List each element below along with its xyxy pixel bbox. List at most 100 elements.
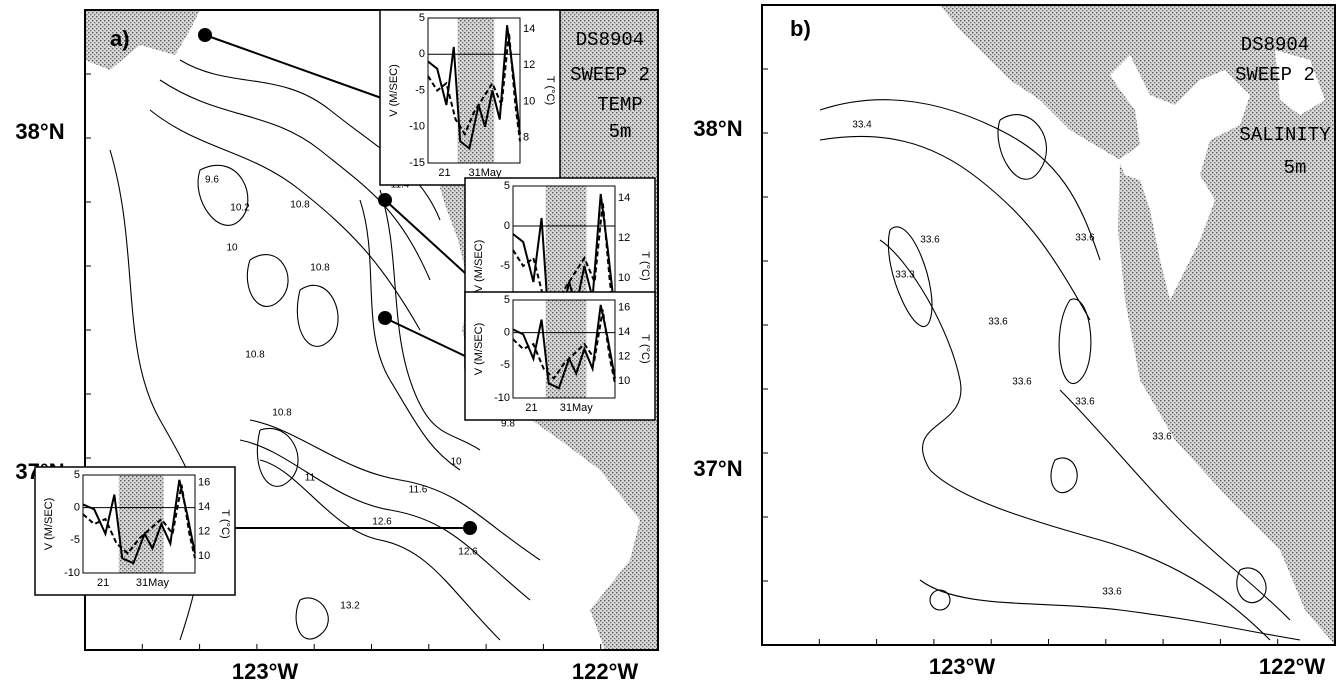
inset-y-label: V (M/SEC) [43,498,55,551]
inset-axes [82,474,196,574]
longitude-label: 123°W [929,654,996,679]
inset-axes [512,299,616,399]
inset-left-tick: 5 [504,294,510,306]
contour-label: 33.6 [1075,397,1095,408]
contours [819,99,1301,641]
inset-left-tick: -5 [500,359,510,371]
station-marker [378,193,392,207]
inset-left-tick: 0 [419,48,425,60]
inset-right-tick: 12 [618,350,630,362]
inset-right-tick: 12 [523,59,535,71]
inset-left-tick: 0 [504,327,510,339]
contour-label: 33.4 [852,120,872,131]
contour-label: 33.6 [1075,233,1095,244]
inset-plot: 5 0 -5 -10 -15 14 12 10 8 21 31May V (M/SEC) T (°C) [379,9,561,186]
contour-label: 33.6 [1152,432,1172,443]
contour-label: 11.6 [409,485,428,496]
inset-left-tick: -5 [500,260,510,272]
inset-x-label: 21 [438,167,450,179]
inset-left-tick: -15 [409,157,425,169]
map-annotation: SALINITY [1239,124,1331,146]
contour-label: 33.6 [920,235,940,246]
velocity-curve [82,479,196,565]
inset-x-label: 31May [560,402,594,414]
latitude-label: 38°N [15,119,64,144]
contour-label: 9.8 [501,419,515,430]
inset-left-tick: -10 [494,392,510,404]
land [880,5,1335,645]
inset-y2-label: T (°C) [639,334,651,363]
inset-right-tick: 10 [618,375,630,387]
inset-left-tick: 5 [504,180,510,192]
contour-label: 10.8 [310,263,330,274]
inset-y2-label: T (°C) [544,76,556,105]
panel-label: a) [110,26,130,51]
inset-axes [427,17,521,164]
shaded-period [118,475,164,573]
contour-label: 10.8 [272,408,292,419]
inset-left-tick: 0 [504,220,510,232]
latitude-label: 38°N [693,116,742,141]
map-annotation: SWEEP 2 [570,64,650,86]
station-connector [204,34,381,99]
inset-y2-label: T (°C) [639,251,651,280]
contour-label: 12.6 [458,547,478,558]
inset-x-label: 21 [525,402,537,414]
longitude-label: 123°W [232,659,299,684]
temperature-curve [512,309,616,384]
inset-right-tick: 16 [618,301,630,313]
inset-y-label: V (M/SEC) [473,240,485,293]
land [85,10,200,70]
contour-label: 10.8 [245,350,265,361]
station-marker [463,521,477,535]
longitude-label: 122°W [572,659,639,684]
map-annotation: 5m [1284,157,1307,179]
map-annotation: DS8904 [1241,34,1309,56]
contour-label: 33.6 [1102,587,1122,598]
longitude-label: 122°W [1259,654,1326,679]
inset-plot: 5 0 -5 -10 16 14 12 10 21 31May V (M/SEC) T (°C) [464,291,656,421]
inset-left-tick: -5 [415,84,425,96]
inset-right-tick: 8 [523,132,529,144]
velocity-curve [512,193,616,332]
inset-left-tick: -5 [70,534,80,546]
latitude-label: 37°N [693,456,742,481]
contour-label: 10.2 [230,203,250,214]
contour-label: 12.6 [372,517,392,528]
inset-right-tick: 10 [523,95,535,107]
inset-left-tick: 0 [74,502,80,514]
inset-right-tick: 10 [198,550,210,562]
inset-x-label: 31May [136,577,170,589]
inset-right-tick: 10 [618,272,630,284]
station-connector [384,199,466,274]
bay [1275,50,1325,115]
inset-left-tick: 5 [74,469,80,481]
bay [1110,55,1250,300]
contour-label: 13.2 [340,601,360,612]
map-annotation: SWEEP 2 [1235,64,1315,86]
inset-right-tick: 16 [198,476,210,488]
contour-label: 33.3 [895,270,915,281]
inset-right-tick: 14 [618,326,630,338]
temperature-curve [512,201,616,323]
inset-x-label: 21 [97,577,109,589]
station-marker [378,311,392,325]
inset-left-tick: -10 [64,567,80,579]
map-annotation: TEMP [597,94,643,116]
inset-x-label: 31May [469,167,503,179]
contour-label: 33.6 [988,317,1008,328]
map-annotation: 5m [609,121,632,143]
station-connector [384,317,466,357]
contour-label: 9.6 [205,175,219,186]
contour-label: 10 [226,243,238,254]
shaded-period [457,18,495,163]
inset-left-tick: -10 [409,121,425,133]
contour-label: 10.8 [290,200,310,211]
contour-label: 33.6 [1012,377,1032,388]
inset-right-tick: 12 [198,525,210,537]
inset-right-tick: 14 [618,192,630,204]
inset-left-tick: 5 [419,12,425,24]
inset-plot: 5 0 -5 -10 16 14 12 10 21 31May V (M/SEC) T (°C) [34,466,236,596]
inset-y2-label: T (°C) [219,509,231,538]
